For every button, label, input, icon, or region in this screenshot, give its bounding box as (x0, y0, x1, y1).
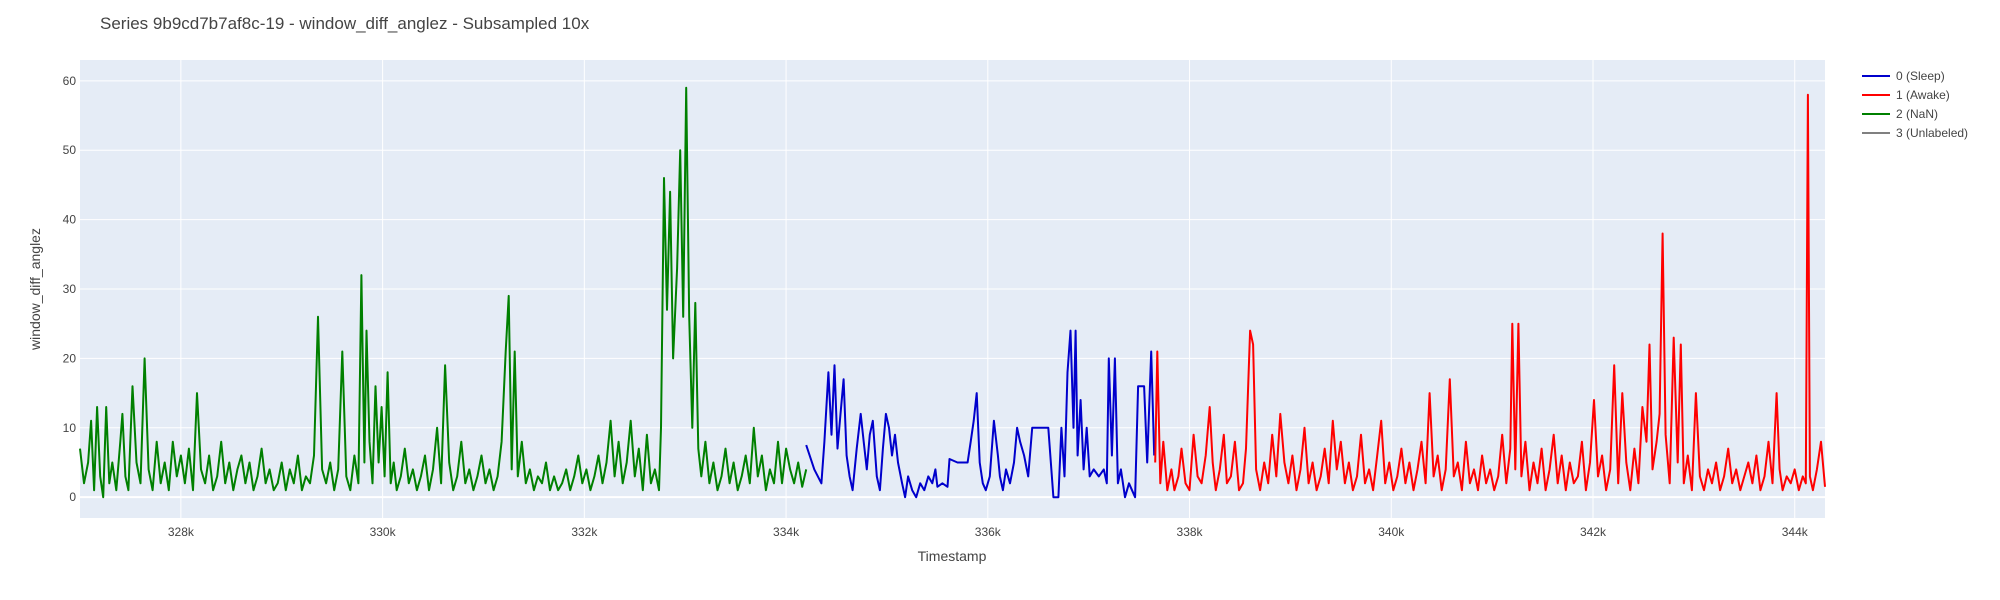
legend-item[interactable]: 2 (NaN) (1862, 104, 1968, 123)
series-line-1-awake-[interactable] (1154, 93, 1826, 492)
y-tick-label: 40 (63, 213, 77, 227)
series-lines (79, 86, 1826, 499)
x-tick-label: 338k (1177, 525, 1204, 539)
x-tick-labels: 328k 330k 332k 334k 336k 338k 340k 342k 344k (168, 525, 1809, 539)
x-tick-label: 332k (571, 525, 598, 539)
chart-title: Series 9b9cd7b7af8c-19 - window_diff_ang… (100, 14, 590, 33)
legend-label: 1 (Awake) (1896, 87, 1950, 102)
y-tick-label: 20 (63, 351, 77, 365)
x-tick-label: 328k (168, 525, 195, 539)
legend: 0 (Sleep) 1 (Awake) 2 (NaN) 3 (Unlabeled) (1862, 66, 1968, 142)
x-tick-label: 344k (1782, 525, 1809, 539)
legend-swatch (1862, 74, 1890, 77)
x-tick-label: 340k (1378, 525, 1405, 539)
gridlines (80, 60, 1825, 518)
legend-item[interactable]: 3 (Unlabeled) (1862, 123, 1968, 142)
x-tick-label: 336k (975, 525, 1002, 539)
x-tick-label: 342k (1580, 525, 1607, 539)
y-tick-label: 60 (63, 74, 77, 88)
y-tick-label: 50 (63, 143, 77, 157)
legend-swatch (1862, 112, 1890, 115)
x-tick-label: 334k (773, 525, 800, 539)
series-line-0-sleep-[interactable] (805, 329, 1156, 499)
legend-label: 3 (Unlabeled) (1896, 125, 1969, 140)
y-tick-label: 30 (63, 282, 77, 296)
y-tick-label: 10 (63, 421, 77, 435)
x-axis-label: Timestamp (918, 548, 987, 564)
legend-swatch (1862, 93, 1890, 96)
legend-item[interactable]: 0 (Sleep) (1862, 66, 1968, 85)
legend-item[interactable]: 1 (Awake) (1862, 85, 1968, 104)
series-line-2-nan-[interactable] (79, 86, 808, 499)
legend-label: 2 (NaN) (1896, 106, 1939, 121)
legend-swatch (1862, 131, 1890, 134)
x-tick-label: 330k (370, 525, 397, 539)
y-axis-label: window_diff_anglez (27, 228, 43, 351)
y-tick-labels: 0 10 20 30 40 50 60 (63, 74, 77, 504)
legend-label: 0 (Sleep) (1896, 68, 1945, 83)
y-tick-label: 0 (69, 490, 76, 504)
